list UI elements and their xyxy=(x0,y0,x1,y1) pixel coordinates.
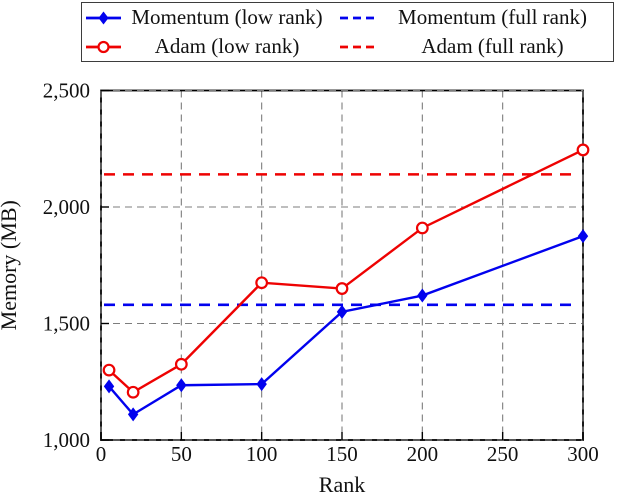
y-tick-label: 2,000 xyxy=(43,195,90,219)
diamond-marker-sample xyxy=(98,11,109,24)
x-tick-label: 250 xyxy=(487,442,519,466)
circle-marker-sample xyxy=(97,40,110,53)
x-tick-label: 50 xyxy=(171,442,192,466)
data-point-circle xyxy=(102,363,116,377)
legend-item-adam-low-rank: Adam (low rank) xyxy=(82,32,336,61)
data-point-diamond xyxy=(176,378,187,393)
data-point-diamond xyxy=(336,304,348,319)
legend-label-momentum-full-rank: Momentum (full rank) xyxy=(398,5,587,29)
legend-item-adam-full-rank: Adam (full rank) xyxy=(336,32,613,61)
x-tick-label: 200 xyxy=(407,442,439,466)
data-point-circle xyxy=(576,143,590,157)
legend-label-momentum-low-rank: Momentum (low rank) xyxy=(131,5,323,29)
y-tick-label: 2,500 xyxy=(43,79,90,103)
data-point-diamond xyxy=(256,377,267,392)
y-tick-label: 1,000 xyxy=(43,428,90,452)
momentum-full-rank-dash-sample-icon xyxy=(340,16,375,19)
data-point-circle xyxy=(174,357,188,371)
legend-item-momentum-full-rank: Momentum (full rank) xyxy=(336,3,613,32)
x-tick-label: 100 xyxy=(246,442,278,466)
legend-item-momentum-low-rank: Momentum (low rank) xyxy=(82,3,336,32)
data-point-diamond xyxy=(577,229,589,244)
x-axis-title: Rank xyxy=(319,472,365,497)
series-line-adam-low-rank xyxy=(108,148,584,394)
adam-low-rank-line-sample-icon xyxy=(86,40,121,53)
adam-full-rank-dash-sample-icon xyxy=(340,45,375,48)
chart-legend: Momentum (low rank) Momentum (full rank)… xyxy=(81,2,614,62)
data-point-diamond xyxy=(103,379,115,394)
y-tick-label: 1,500 xyxy=(43,312,90,336)
data-point-circle xyxy=(126,385,140,399)
momentum-low-rank-line-sample-icon xyxy=(86,11,121,24)
data-point-diamond xyxy=(417,288,428,303)
x-tick-label: 0 xyxy=(96,442,107,466)
x-tick-label: 300 xyxy=(567,442,599,466)
legend-label-adam-full-rank: Adam (full rank) xyxy=(421,34,564,58)
y-axis-title: Memory (MB) xyxy=(0,200,21,330)
data-point-circle xyxy=(415,221,429,235)
x-tick-label: 150 xyxy=(326,442,358,466)
series-momentum-low-rank xyxy=(103,229,589,422)
series-adam-low-rank xyxy=(102,143,590,399)
data-point-diamond xyxy=(127,407,139,422)
data-point-circle xyxy=(335,282,349,295)
legend-label-adam-low-rank: Adam (low rank) xyxy=(154,34,300,58)
data-point-circle xyxy=(255,276,269,290)
